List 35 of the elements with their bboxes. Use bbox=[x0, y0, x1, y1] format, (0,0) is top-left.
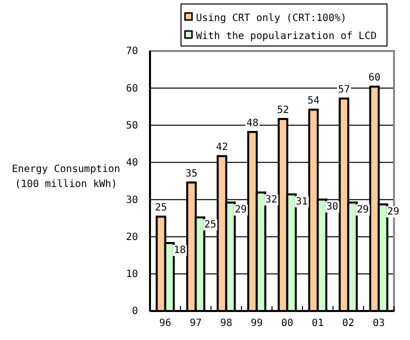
y-axis-title: Energy Consumption (100 million kWh) bbox=[12, 164, 120, 190]
data-label: 42 bbox=[216, 142, 228, 154]
data-label: 48 bbox=[246, 118, 259, 129]
data-label: 35 bbox=[185, 168, 198, 180]
data-label: 60 bbox=[368, 72, 381, 84]
y-tick-label: 0 bbox=[132, 306, 138, 318]
x-tick-label: 98 bbox=[220, 318, 232, 330]
data-label: 25 bbox=[204, 219, 216, 230]
legend-label: With the popularization of LCD bbox=[196, 31, 377, 42]
x-tick-label: 02 bbox=[342, 318, 354, 330]
y-tick-label: 50 bbox=[126, 120, 138, 132]
x-tick-label: 03 bbox=[372, 318, 385, 330]
data-label: 31 bbox=[296, 196, 308, 208]
x-tick-label: 97 bbox=[190, 318, 202, 330]
x-tick-label: 96 bbox=[159, 318, 172, 330]
y-tick-label: 60 bbox=[126, 83, 138, 94]
data-label: 30 bbox=[326, 202, 338, 213]
x-tick-label: 99 bbox=[250, 318, 263, 330]
data-label: 54 bbox=[307, 96, 320, 107]
y-tick-label: 70 bbox=[126, 46, 138, 58]
data-label: 52 bbox=[276, 104, 290, 116]
data-label: 18 bbox=[174, 245, 186, 256]
x-tick-label: 00 bbox=[281, 318, 294, 330]
data-label: 57 bbox=[338, 84, 350, 96]
data-label: 25 bbox=[154, 202, 168, 214]
y-tick-label: 10 bbox=[126, 269, 138, 280]
legend-label: Using CRT only (CRT:100%) bbox=[196, 13, 347, 24]
x-tick-label: 01 bbox=[312, 318, 324, 330]
y-tick-label: 40 bbox=[126, 158, 138, 169]
data-label: 29 bbox=[356, 204, 369, 216]
data-label: 29 bbox=[234, 204, 247, 216]
y-tick-label: 20 bbox=[126, 232, 138, 243]
data-label: 29 bbox=[387, 206, 400, 218]
data-label: 32 bbox=[265, 194, 278, 206]
y-tick-label: 30 bbox=[126, 194, 138, 206]
